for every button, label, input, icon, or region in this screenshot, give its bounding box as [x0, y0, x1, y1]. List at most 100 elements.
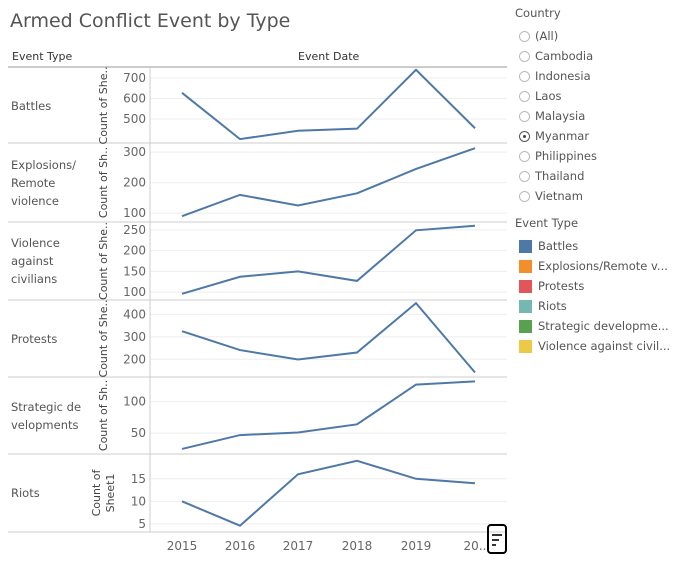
radio-icon[interactable] — [519, 190, 530, 202]
country-option[interactable]: Myanmar — [519, 126, 597, 146]
y-tick-label: 600 — [123, 92, 146, 106]
country-option-label: Cambodia — [535, 49, 594, 63]
data-point[interactable] — [413, 166, 419, 172]
data-point[interactable] — [179, 328, 185, 334]
legend-item[interactable]: Riots — [519, 296, 670, 316]
data-point[interactable] — [472, 223, 478, 229]
y-tick-label: 700 — [123, 71, 146, 85]
country-option-label: Indonesia — [535, 69, 591, 83]
data-point[interactable] — [179, 291, 185, 297]
legend-item-label: Strategic developme... — [538, 319, 669, 333]
x-tick-label: 20.. — [464, 539, 487, 553]
radio-icon[interactable] — [519, 170, 530, 182]
x-tick-label: 2019 — [401, 539, 432, 553]
data-point[interactable] — [413, 67, 419, 73]
row-label: Explosions/Remote violence — [11, 156, 91, 210]
radio-icon[interactable] — [519, 130, 530, 142]
y-tick-label: 300 — [123, 330, 146, 344]
country-option-label: Laos — [535, 89, 562, 103]
x-tick-label: 2015 — [167, 539, 198, 553]
country-option[interactable]: Laos — [519, 86, 597, 106]
y-axis-title: Count of Sh.. — [97, 380, 110, 451]
data-point[interactable] — [472, 125, 478, 131]
data-point[interactable] — [237, 192, 243, 198]
data-point[interactable] — [413, 227, 419, 233]
y-tick-label: 300 — [123, 145, 146, 159]
data-point[interactable] — [179, 498, 185, 504]
country-option[interactable]: Cambodia — [519, 46, 597, 66]
radio-icon[interactable] — [519, 110, 530, 122]
data-point[interactable] — [354, 278, 360, 284]
data-point[interactable] — [237, 274, 243, 280]
row-label-line: civilians — [11, 272, 58, 286]
row-label: Protests — [11, 330, 91, 348]
data-point[interactable] — [354, 126, 360, 132]
radio-icon[interactable] — [519, 50, 530, 62]
panel-protests: 200 300 400 Count of She.. — [8, 300, 507, 378]
y-axis-title: Count of She.. — [97, 300, 110, 378]
country-option[interactable]: Philippines — [519, 146, 597, 166]
data-point[interactable] — [354, 421, 360, 427]
legend-item[interactable]: Battles — [519, 236, 670, 256]
y-tick-label: 100 — [123, 285, 146, 299]
legend-item[interactable]: Strategic developme... — [519, 316, 670, 336]
country-option-label: Malaysia — [535, 109, 586, 123]
data-point[interactable] — [295, 471, 301, 477]
radio-icon[interactable] — [519, 90, 530, 102]
row-label-line: Explosions/ — [11, 157, 76, 172]
data-point[interactable] — [237, 523, 243, 529]
legend-item[interactable]: Explosions/Remote v... — [519, 256, 670, 276]
data-point[interactable] — [472, 145, 478, 151]
data-point[interactable] — [295, 203, 301, 209]
legend-item[interactable]: Protests — [519, 276, 670, 296]
data-point[interactable] — [179, 446, 185, 452]
legend-swatch — [519, 279, 532, 293]
row-label-line: velopments — [11, 417, 79, 432]
panel-battles: 500 600 700 Count of She.. — [8, 67, 507, 144]
data-point[interactable] — [295, 128, 301, 134]
data-point[interactable] — [413, 300, 419, 306]
data-point[interactable] — [179, 213, 185, 219]
data-point[interactable] — [237, 347, 243, 353]
x-tick-label: 2017 — [283, 539, 314, 553]
data-point[interactable] — [179, 90, 185, 96]
row-label-line: Violence — [11, 236, 60, 250]
data-point[interactable] — [237, 432, 243, 438]
country-option[interactable]: Vietnam — [519, 186, 597, 206]
panel-explosions-remote-violence: 100 200 300 Count of Sh.. — [8, 145, 507, 223]
country-option[interactable]: Malaysia — [519, 106, 597, 126]
radio-icon[interactable] — [519, 30, 530, 42]
series-line — [181, 459, 476, 527]
data-point[interactable] — [295, 356, 301, 362]
series-line — [181, 68, 476, 141]
data-point[interactable] — [354, 350, 360, 356]
data-point[interactable] — [472, 480, 478, 486]
data-point[interactable] — [354, 458, 360, 464]
row-label: Battles — [11, 97, 91, 115]
radio-icon[interactable] — [519, 70, 530, 82]
country-option[interactable]: Thailand — [519, 166, 597, 186]
radio-icon[interactable] — [519, 150, 530, 162]
legend-item-label: Explosions/Remote v... — [538, 259, 668, 273]
data-point[interactable] — [237, 136, 243, 142]
y-tick-label: 50 — [131, 426, 146, 440]
data-point[interactable] — [413, 382, 419, 388]
series-line — [181, 147, 476, 218]
data-point[interactable] — [472, 370, 478, 376]
data-point[interactable] — [354, 190, 360, 196]
data-point[interactable] — [295, 268, 301, 274]
y-tick-label: 400 — [123, 307, 146, 321]
filter-icon[interactable] — [487, 524, 507, 554]
row-label: Riots — [11, 484, 91, 502]
data-point[interactable] — [295, 430, 301, 436]
data-point[interactable] — [413, 476, 419, 482]
y-tick-label: 10 — [131, 494, 146, 508]
legend-item[interactable]: Violence against civil... — [519, 336, 670, 356]
country-option-label: Myanmar — [535, 129, 590, 143]
country-option[interactable]: Indonesia — [519, 66, 597, 86]
data-point[interactable] — [472, 378, 478, 384]
legend-swatch — [519, 339, 532, 353]
y-axis-title: Count of Sh.. — [97, 147, 110, 218]
country-option[interactable]: (All) — [519, 26, 597, 46]
